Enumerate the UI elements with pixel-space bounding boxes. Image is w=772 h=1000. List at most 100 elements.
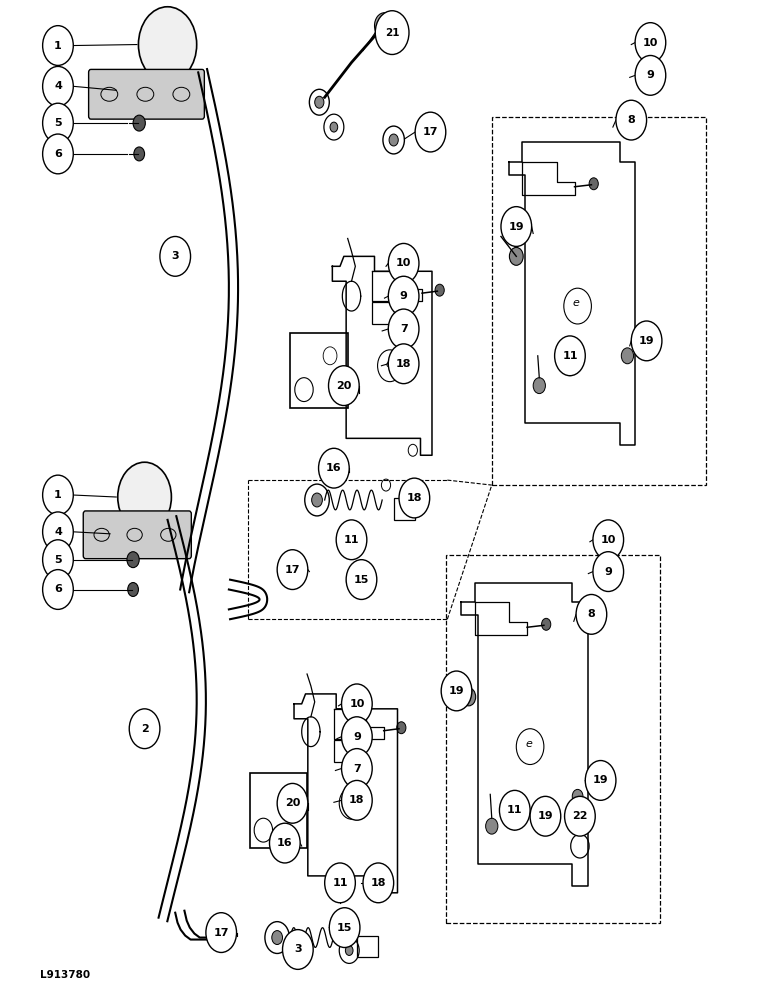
Text: 11: 11 [332,878,347,888]
Text: 7: 7 [353,764,361,774]
Circle shape [635,23,665,62]
Text: 10: 10 [396,258,411,268]
Circle shape [499,790,530,830]
Circle shape [42,134,73,174]
Text: 18: 18 [349,795,364,805]
Circle shape [42,512,73,552]
Text: 15: 15 [337,923,352,933]
Circle shape [510,247,523,265]
Circle shape [312,493,323,507]
Circle shape [389,134,398,146]
Circle shape [589,178,598,190]
Text: 5: 5 [54,118,62,128]
Circle shape [533,378,546,394]
Circle shape [501,207,532,246]
Circle shape [336,520,367,560]
Circle shape [277,550,308,589]
Text: 1: 1 [54,41,62,51]
Circle shape [593,552,624,591]
Text: 18: 18 [396,359,411,369]
Circle shape [564,796,595,836]
Text: 10: 10 [643,38,658,48]
Circle shape [415,112,445,152]
Circle shape [272,931,283,945]
Text: 10: 10 [601,535,616,545]
Text: L913780: L913780 [39,970,90,980]
Circle shape [283,930,313,969]
Text: 11: 11 [507,805,523,815]
Circle shape [530,796,560,836]
Text: 16: 16 [326,463,342,473]
Circle shape [133,115,145,131]
Text: 11: 11 [562,351,577,361]
Circle shape [441,671,472,711]
Circle shape [621,348,634,364]
FancyBboxPatch shape [83,511,191,559]
Text: 10: 10 [349,699,364,709]
Circle shape [572,789,583,803]
Circle shape [315,96,324,108]
Text: e: e [347,796,353,806]
Text: 15: 15 [354,575,369,585]
Text: 18: 18 [371,878,386,888]
Text: 17: 17 [285,565,300,575]
Circle shape [346,560,377,599]
Circle shape [576,594,607,634]
Circle shape [341,684,372,724]
Text: e: e [385,359,391,369]
Text: 8: 8 [628,115,635,125]
Text: 20: 20 [285,798,300,808]
Circle shape [388,309,419,349]
Text: 18: 18 [407,493,422,503]
Circle shape [330,122,337,132]
Circle shape [341,780,372,820]
Circle shape [42,66,73,106]
Text: 8: 8 [587,609,595,619]
Text: 1: 1 [54,490,62,500]
Circle shape [635,55,665,95]
FancyBboxPatch shape [89,69,205,119]
Circle shape [341,717,372,757]
Circle shape [277,783,308,823]
Text: 3: 3 [171,251,179,261]
Circle shape [134,147,144,161]
Text: 6: 6 [54,149,62,159]
Text: 9: 9 [646,70,655,80]
Circle shape [554,336,585,376]
Circle shape [42,475,73,515]
Text: 9: 9 [400,291,408,301]
Circle shape [631,321,662,361]
Text: 4: 4 [54,527,62,537]
Text: 21: 21 [385,28,399,38]
Text: 9: 9 [353,732,361,742]
Text: e: e [573,298,580,308]
Text: 6: 6 [54,584,62,594]
Circle shape [329,366,359,406]
Circle shape [593,520,624,560]
Text: 7: 7 [400,324,408,334]
Text: 19: 19 [449,686,464,696]
Text: 4: 4 [54,81,62,91]
Circle shape [42,570,73,609]
Circle shape [42,540,73,580]
Circle shape [129,709,160,749]
Circle shape [435,284,444,296]
Circle shape [388,276,419,316]
Circle shape [375,11,409,54]
Text: 20: 20 [336,381,351,391]
Circle shape [42,103,73,143]
Circle shape [341,749,372,788]
Circle shape [345,946,353,955]
Circle shape [388,243,419,283]
Text: 22: 22 [572,811,587,821]
Circle shape [42,26,73,65]
Circle shape [127,583,138,596]
Circle shape [330,908,360,948]
Text: 19: 19 [509,222,524,232]
Text: 5: 5 [54,555,62,565]
Circle shape [127,552,139,568]
Circle shape [206,913,236,952]
Circle shape [616,100,647,140]
Text: 3: 3 [294,944,302,954]
Circle shape [397,722,406,734]
